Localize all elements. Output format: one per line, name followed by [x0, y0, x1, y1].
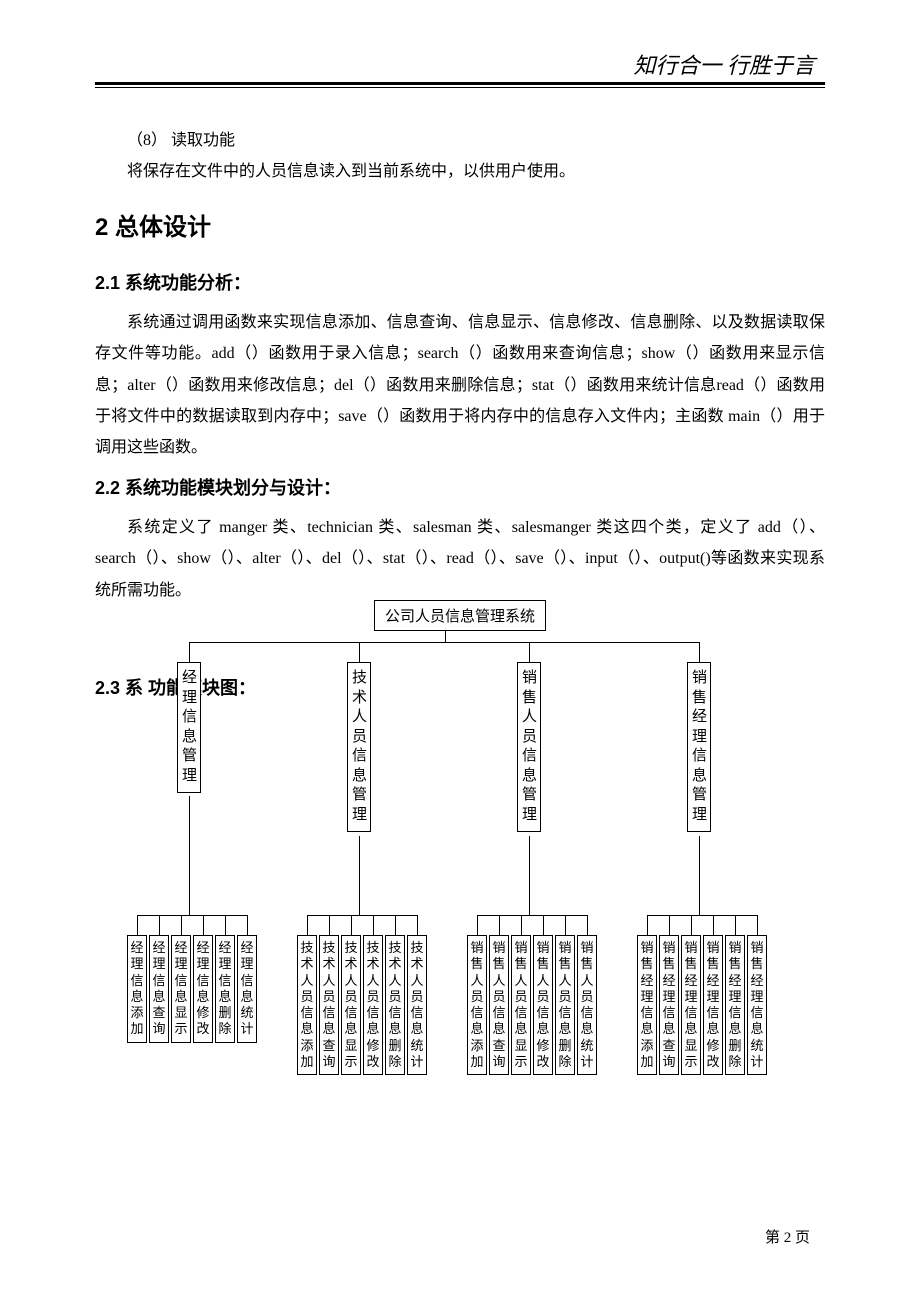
- diagram-leaf-2-5: 销 售 人 员 信 息 统 计: [577, 935, 597, 1075]
- diagram-leaf-3-0: 销 售 经 理 信 息 添 加: [637, 935, 657, 1075]
- diagram-leaf-1-5: 技 术 人 员 信 息 统 计: [407, 935, 427, 1075]
- diagram-line: [647, 915, 757, 916]
- diagram-leaf-3-2: 销 售 经 理 信 息 显 示: [681, 935, 701, 1075]
- diagram-line: [137, 915, 138, 935]
- diagram-line: [359, 642, 360, 662]
- diagram-line: [137, 915, 247, 916]
- diagram-line: [359, 836, 360, 915]
- diagram-leaf-0-2: 经 理 信 息 显 示: [171, 935, 191, 1043]
- diagram-line: [499, 915, 500, 935]
- heading-2-1: 2.1 系统功能分析：: [95, 266, 825, 301]
- item8-desc: 将保存在文件中的人员信息读入到当前系统中，以供用户使用。: [95, 156, 825, 187]
- content: （8） 读取功能 将保存在文件中的人员信息读入到当前系统中，以供用户使用。 2 …: [95, 125, 825, 606]
- page-number: 第 2 页: [765, 1226, 810, 1247]
- heading-2-2: 2.2 系统功能模块划分与设计：: [95, 471, 825, 506]
- diagram-leaf-1-3: 技 术 人 员 信 息 修 改: [363, 935, 383, 1075]
- module-diagram: 2.3 系 功能模块图： 公司人员信息管理系统 经 理 信 息 管 理经 理 信…: [95, 600, 825, 1180]
- diagram-leaf-0-5: 经 理 信 息 统 计: [237, 935, 257, 1043]
- diagram-leaf-2-4: 销 售 人 员 信 息 删 除: [555, 935, 575, 1075]
- diagram-line: [373, 915, 374, 935]
- diagram-line: [543, 915, 544, 935]
- diagram-line: [189, 796, 190, 915]
- diagram-line: [699, 836, 700, 915]
- diagram-line: [225, 915, 226, 935]
- diagram-line: [529, 642, 530, 662]
- diagram-line: [189, 642, 190, 662]
- diagram-leaf-1-0: 技 术 人 员 信 息 添 加: [297, 935, 317, 1075]
- diagram-line: [735, 915, 736, 935]
- diagram-leaf-3-4: 销 售 经 理 信 息 删 除: [725, 935, 745, 1075]
- diagram-line: [189, 642, 699, 643]
- diagram-line: [565, 915, 566, 935]
- diagram-line: [307, 915, 308, 935]
- diagram-leaf-0-0: 经 理 信 息 添 加: [127, 935, 147, 1043]
- diagram-line: [477, 915, 478, 935]
- diagram-line: [181, 915, 182, 935]
- diagram-line: [647, 915, 648, 935]
- diagram-line: [247, 915, 248, 935]
- diagram-leaf-2-0: 销 售 人 员 信 息 添 加: [467, 935, 487, 1075]
- diagram-line: [691, 915, 692, 935]
- diagram-leaf-3-5: 销 售 经 理 信 息 统 计: [747, 935, 767, 1075]
- diagram-line: [203, 915, 204, 935]
- heading-2-3: 2.3 系 功能模块图：: [95, 674, 256, 700]
- diagram-line: [351, 915, 352, 935]
- diagram-line: [307, 915, 417, 916]
- diagram-root: 公司人员信息管理系统: [374, 600, 546, 631]
- diagram-leaf-0-1: 经 理 信 息 查 询: [149, 935, 169, 1043]
- para-2-1: 系统通过调用函数来实现信息添加、信息查询、信息显示、信息修改、信息删除、以及数据…: [95, 307, 825, 463]
- diagram-leaf-2-2: 销 售 人 员 信 息 显 示: [511, 935, 531, 1075]
- diagram-mid-2: 销 售 人 员 信 息 管 理: [517, 662, 541, 832]
- header-motto: 知行合一 行胜于言: [633, 48, 815, 80]
- diagram-leaf-0-4: 经 理 信 息 删 除: [215, 935, 235, 1043]
- diagram-line: [329, 915, 330, 935]
- diagram-line: [713, 915, 714, 935]
- diagram-leaf-3-3: 销 售 经 理 信 息 修 改: [703, 935, 723, 1075]
- diagram-line: [669, 915, 670, 935]
- diagram-mid-0: 经 理 信 息 管 理: [177, 662, 201, 793]
- header-rule: [95, 82, 825, 88]
- diagram-mid-3: 销 售 经 理 信 息 管 理: [687, 662, 711, 832]
- heading-2: 2 总体设计: [95, 205, 825, 252]
- item8-label: （8） 读取功能: [95, 125, 825, 156]
- diagram-line: [477, 915, 587, 916]
- diagram-leaf-2-1: 销 售 人 员 信 息 查 询: [489, 935, 509, 1075]
- diagram-line: [395, 915, 396, 935]
- diagram-line: [699, 642, 700, 662]
- diagram-leaf-1-2: 技 术 人 员 信 息 显 示: [341, 935, 361, 1075]
- diagram-mid-1: 技 术 人 员 信 息 管 理: [347, 662, 371, 832]
- diagram-leaf-1-4: 技 术 人 员 信 息 删 除: [385, 935, 405, 1075]
- diagram-leaf-2-3: 销 售 人 员 信 息 修 改: [533, 935, 553, 1075]
- diagram-line: [159, 915, 160, 935]
- para-2-2: 系统定义了 manger 类、technician 类、salesman 类、s…: [95, 512, 825, 606]
- diagram-leaf-3-1: 销 售 经 理 信 息 查 询: [659, 935, 679, 1075]
- diagram-leaf-0-3: 经 理 信 息 修 改: [193, 935, 213, 1043]
- diagram-line: [757, 915, 758, 935]
- diagram-line: [521, 915, 522, 935]
- diagram-leaf-1-1: 技 术 人 员 信 息 查 询: [319, 935, 339, 1075]
- diagram-line: [529, 836, 530, 915]
- diagram-line: [417, 915, 418, 935]
- diagram-line: [587, 915, 588, 935]
